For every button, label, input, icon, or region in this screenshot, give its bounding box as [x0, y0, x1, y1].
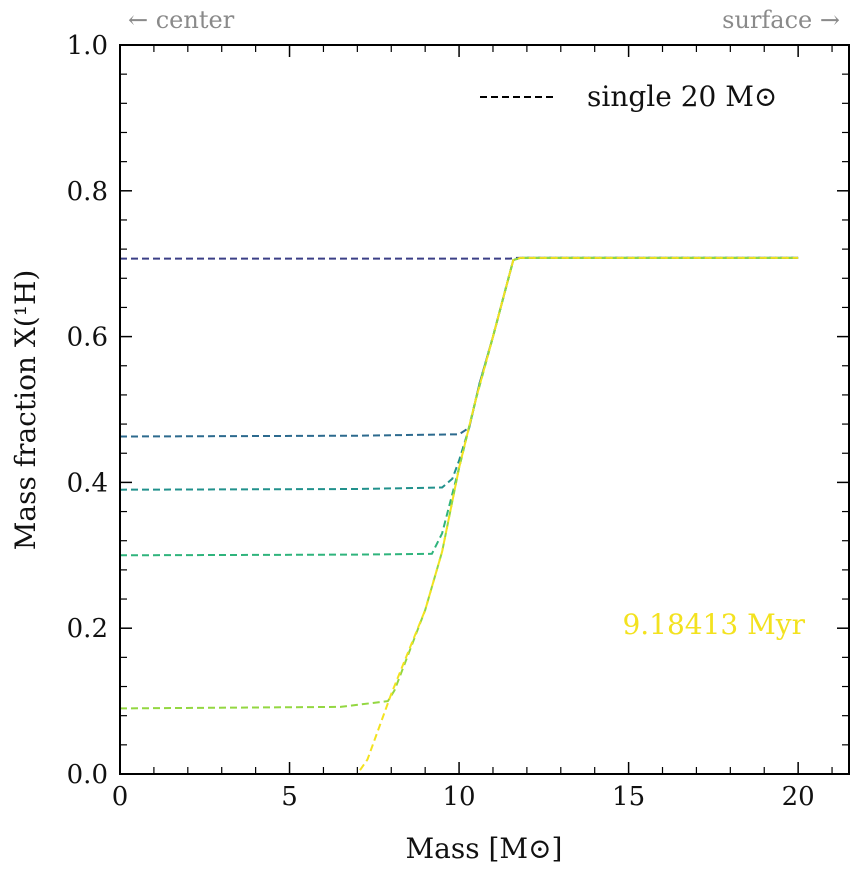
x-tick-label: 20 [782, 782, 815, 812]
series-line-2 [119, 256, 799, 438]
surface-direction-note: surface → [722, 6, 840, 34]
series-line-6 [120, 256, 799, 775]
x-tick-label: 5 [281, 782, 298, 812]
center-direction-note: ← center [128, 6, 235, 34]
y-tick-label: 0.0 [67, 760, 108, 790]
y-axis-title: Mass fraction X(¹H) [9, 270, 42, 551]
tick-labels: 0 5 10 15 20 0.0 0.2 0.4 0.6 0.8 1.0 [67, 31, 815, 812]
y-tick-label: 0.6 [67, 323, 108, 353]
y-tick-label: 0.8 [67, 177, 108, 207]
x-axis-title: Mass [M⊙] [406, 832, 563, 865]
series-line-4 [119, 256, 799, 557]
ticks-layer [119, 44, 849, 775]
x-tick-label: 10 [443, 782, 476, 812]
legend-label: single 20 M⊙ [587, 80, 777, 113]
series-line-3 [119, 256, 799, 491]
series-layer [119, 256, 799, 775]
x-tick-label: 15 [612, 782, 645, 812]
legend: single 20 M⊙ [480, 80, 777, 113]
y-tick-label: 1.0 [67, 31, 108, 61]
plot-frame [119, 44, 850, 775]
y-tick-label: 0.2 [67, 614, 108, 644]
y-tick-label: 0.4 [67, 468, 108, 498]
x-tick-label: 0 [112, 782, 129, 812]
time-annotation: 9.18413 Myr [622, 608, 805, 641]
